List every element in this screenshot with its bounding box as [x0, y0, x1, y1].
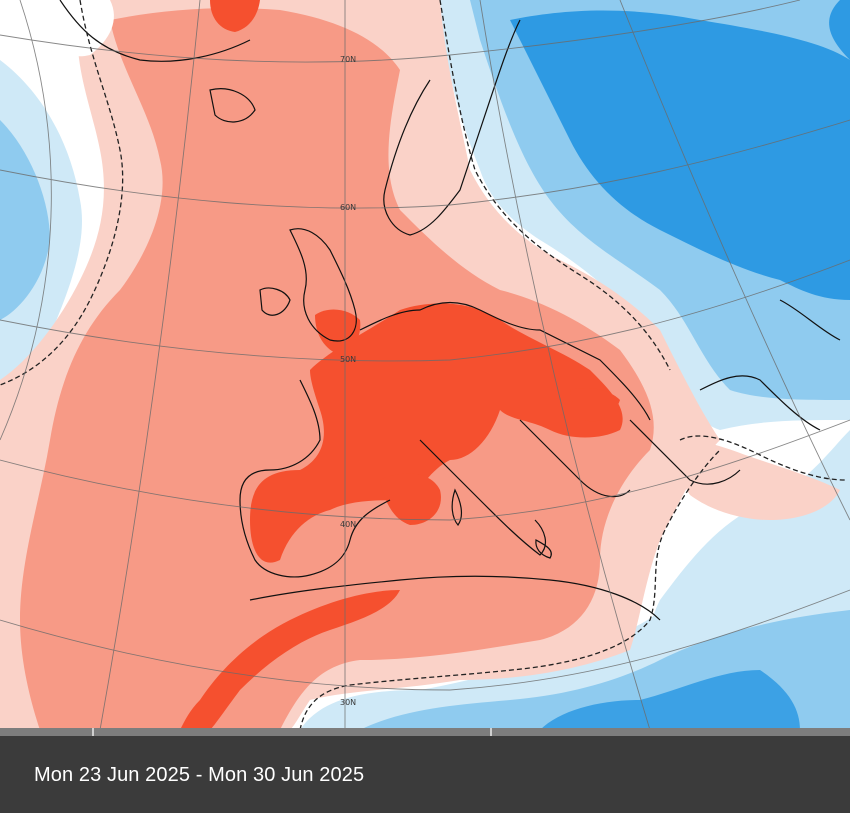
warm-region-east-med — [678, 440, 840, 520]
strong-cool-region-atlantic — [0, 120, 50, 320]
lat-label-60n: 60N — [340, 203, 356, 212]
timeline-tick — [490, 728, 492, 736]
lat-label-70n: 70N — [340, 55, 356, 64]
strong-warm-region-core — [250, 303, 623, 563]
strong-warm-region-africa — [180, 590, 400, 730]
latitude-labels: 70N 60N 50N 40N 30N — [340, 55, 356, 707]
lat-label-40n: 40N — [340, 520, 356, 529]
strong-cool-region-north — [829, 0, 850, 60]
zero-anomaly-contours — [0, 0, 846, 730]
strong-warm-region-uk — [315, 309, 361, 355]
greenland-neutral — [40, 0, 114, 57]
caption-bar: Mon 23 Jun 2025 - Mon 30 Jun 2025 — [0, 736, 850, 813]
map-canvas: 70N 60N 50N 40N 30N — [0, 0, 850, 730]
strong-cool-region-russia — [510, 10, 850, 300]
date-range-caption: Mon 23 Jun 2025 - Mon 30 Jun 2025 — [34, 764, 365, 786]
strong-warm-region-mediterranean — [380, 473, 441, 525]
strong-warm-region-balkans — [570, 388, 620, 422]
lat-label-50n: 50N — [340, 355, 356, 364]
coastlines — [59, 0, 841, 621]
timeline-tick — [92, 728, 94, 736]
timeline-scrubber[interactable] — [0, 728, 850, 736]
lat-label-30n: 30N — [340, 698, 356, 707]
strong-cool-region-south — [540, 670, 800, 730]
anomaly-map: 70N 60N 50N 40N 30N — [0, 0, 850, 730]
graticule — [0, 0, 850, 730]
strong-warm-region-greenland — [210, 0, 260, 32]
